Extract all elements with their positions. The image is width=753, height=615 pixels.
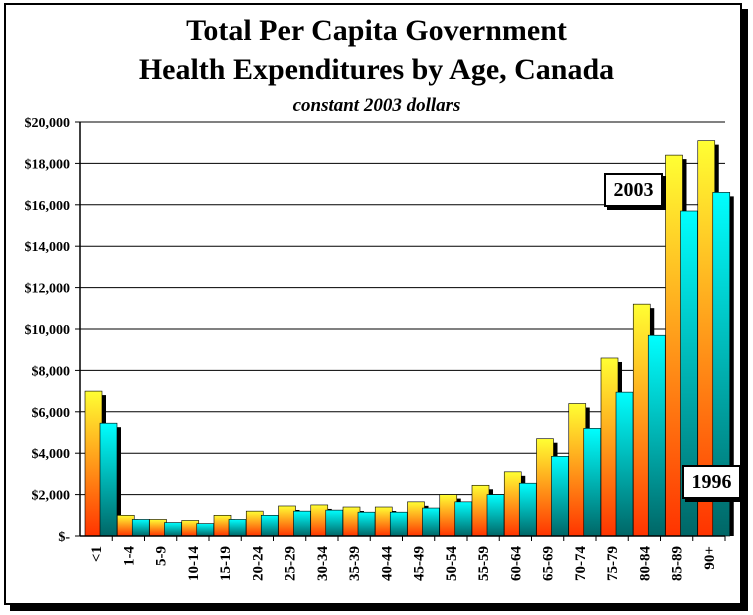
bar-1996 xyxy=(551,456,569,537)
x-tick-label: 55-59 xyxy=(476,546,492,581)
bar-layer xyxy=(84,140,734,537)
bar-1996 xyxy=(228,519,247,537)
x-tick-label: 75-79 xyxy=(605,546,621,581)
x-tick-label: 40-44 xyxy=(379,546,395,581)
chart-subtitle: Health Expenditures by Age, Canada xyxy=(138,53,615,86)
y-tick-label: $18,000 xyxy=(25,157,71,172)
bar-1996 xyxy=(422,507,440,537)
y-tick-label: $8,000 xyxy=(32,364,71,379)
bar-2003 xyxy=(116,514,135,537)
bar-2003 xyxy=(665,154,683,537)
x-tick-label: 45-49 xyxy=(412,546,428,581)
bar-2003 xyxy=(439,494,458,537)
bar-1996 xyxy=(164,522,182,537)
x-tick-label: 60-64 xyxy=(508,546,524,581)
y-axis-ticks: $- $2,000 $4,000 $6,000 $8,000 $10,000 $12,000… xyxy=(25,116,71,545)
bar-1996 xyxy=(357,511,376,537)
bar-1996 xyxy=(647,334,666,537)
chart-note: constant 2003 dollars xyxy=(292,95,461,116)
x-tick-label: 85-89 xyxy=(670,546,686,581)
y-tick-label: $16,000 xyxy=(25,199,71,214)
x-tick-label: 1-4 xyxy=(121,546,137,566)
legend-label-1996: 1996 xyxy=(682,465,741,499)
bar-2003 xyxy=(407,501,425,537)
bar-2003 xyxy=(213,514,232,537)
bar-2003 xyxy=(245,510,264,537)
x-tick-label: 10-14 xyxy=(186,546,202,581)
bar-2003 xyxy=(632,303,651,537)
bar-1996 xyxy=(325,509,344,537)
x-tick-label: 20-24 xyxy=(250,546,266,581)
bar-2003 xyxy=(536,438,554,537)
x-tick-label: 65-69 xyxy=(541,546,557,581)
x-tick-label: 70-74 xyxy=(573,546,589,581)
x-tick-label: 35-39 xyxy=(347,546,363,581)
bar-2003 xyxy=(149,519,167,537)
bar-2003 xyxy=(342,506,361,537)
chart-title: Total Per Capita Government xyxy=(186,14,567,47)
bar-2003 xyxy=(568,403,587,537)
bar-2003 xyxy=(471,484,490,537)
bar-1996 xyxy=(196,523,215,537)
x-tick-label: 80-84 xyxy=(637,546,653,581)
x-tick-label: 25-29 xyxy=(283,546,299,581)
bar-1996 xyxy=(293,510,311,537)
bar-2003 xyxy=(503,471,522,537)
x-tick-label: <1 xyxy=(89,546,105,562)
bar-2003 xyxy=(181,520,200,537)
bar-1996 xyxy=(583,428,602,537)
x-tick-label: 5-9 xyxy=(154,546,170,566)
y-tick-label: $- xyxy=(58,530,70,545)
bar-2003 xyxy=(374,506,393,537)
y-tick-label: $10,000 xyxy=(25,323,71,338)
y-tick-label: $6,000 xyxy=(32,406,71,421)
bar-1996 xyxy=(99,422,118,537)
y-tick-label: $20,000 xyxy=(25,116,71,131)
bar-2003 xyxy=(310,504,329,537)
bar-2003 xyxy=(278,505,296,537)
y-tick-label: $4,000 xyxy=(32,447,71,462)
bar-1996 xyxy=(389,511,408,537)
bar-1996 xyxy=(131,519,150,537)
legend-label-2003: 2003 xyxy=(604,173,663,207)
x-tick-label: 90+ xyxy=(702,546,718,570)
y-tick-label: $12,000 xyxy=(25,282,71,297)
y-tick-label: $14,000 xyxy=(25,240,71,255)
bar-2003 xyxy=(84,390,103,537)
x-tick-label: 30-34 xyxy=(315,546,331,581)
bar-1996 xyxy=(518,482,537,537)
bar-1996 xyxy=(486,494,505,537)
y-tick-label: $2,000 xyxy=(32,489,71,504)
bar-2003 xyxy=(600,357,619,537)
bar-1996 xyxy=(615,391,634,537)
bar-1996 xyxy=(260,514,279,537)
x-tick-label: 15-19 xyxy=(218,546,234,581)
x-axis-ticks: <1 1-4 5-9 10-14 15-19 20-24 25-29 30-34 35-39 40… xyxy=(89,536,726,581)
x-tick-label: 50-54 xyxy=(444,546,460,581)
bar-1996 xyxy=(454,501,473,537)
